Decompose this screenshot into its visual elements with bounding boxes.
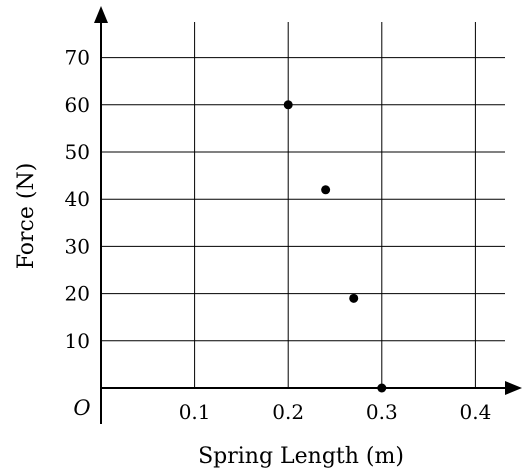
axes bbox=[94, 6, 522, 424]
data-points bbox=[283, 100, 387, 393]
grid bbox=[101, 22, 505, 388]
data-point bbox=[349, 293, 359, 303]
y-axis-label: Force (N) bbox=[14, 163, 39, 270]
data-point bbox=[377, 383, 387, 393]
x-tick-label: 0.1 bbox=[179, 400, 211, 424]
y-tick-label: 20 bbox=[65, 282, 90, 306]
origin-label: O bbox=[73, 396, 90, 420]
y-tick-label: 60 bbox=[65, 93, 90, 117]
data-point bbox=[321, 185, 331, 195]
x-tick-label: 0.3 bbox=[366, 400, 398, 424]
data-point bbox=[283, 100, 293, 110]
x-tick-label: 0.2 bbox=[272, 400, 304, 424]
x-axis-label: Spring Length (m) bbox=[198, 444, 404, 469]
x-tick-label: 0.4 bbox=[459, 400, 491, 424]
x-axis-arrow bbox=[505, 381, 522, 395]
y-tick-label: 30 bbox=[65, 234, 90, 258]
y-tick-label: 70 bbox=[65, 46, 90, 70]
x-tick-labels: 0.1 0.2 0.3 0.4 bbox=[179, 400, 492, 424]
y-axis-arrow bbox=[94, 6, 108, 23]
y-tick-label: 40 bbox=[65, 187, 90, 211]
y-tick-label: 50 bbox=[65, 140, 90, 164]
y-tick-labels: 10 20 30 40 50 60 70 bbox=[65, 46, 90, 353]
y-tick-label: 10 bbox=[65, 329, 90, 353]
